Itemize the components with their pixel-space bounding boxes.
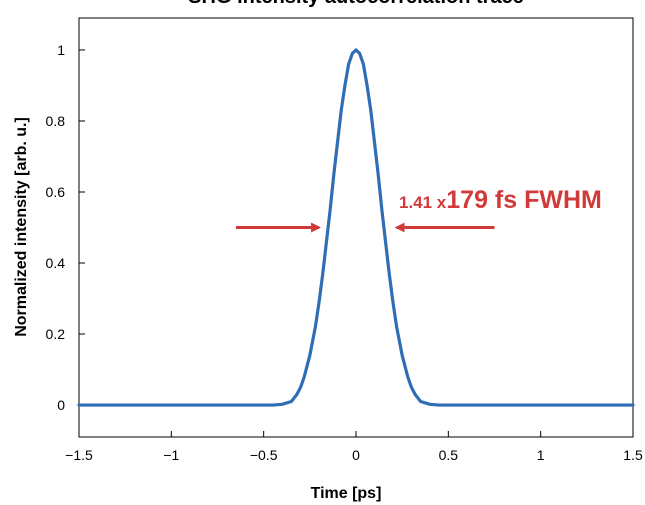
series-line xyxy=(77,48,635,407)
y-tick-label: 0.4 xyxy=(46,255,66,271)
fwhm-factor: 1.41 x xyxy=(399,193,447,212)
y-tick-label: 1 xyxy=(57,42,65,58)
x-tick-label: 0.5 xyxy=(439,447,459,463)
x-tick-label: 1 xyxy=(537,447,545,463)
x-tick-label: −1.5 xyxy=(65,447,93,463)
y-tick-label: 0.8 xyxy=(46,113,66,129)
plot-border xyxy=(78,17,634,438)
fwhm-label: 1.41 x179 fs FWHM xyxy=(399,186,602,214)
series-group xyxy=(77,48,635,407)
fwhm-annotation: 1.41 x179 fs FWHM xyxy=(235,186,602,233)
x-tick-label: 1.5 xyxy=(623,447,643,463)
y-tick-label: 0.2 xyxy=(46,326,66,342)
x-tick-label: 0 xyxy=(352,447,360,463)
axis-ticks: −1.5 −1 −0.5 0 0.5 1 1.5 0 0.2 0.4 0.6 0.8 1 xyxy=(46,42,643,463)
x-tick-label: −1 xyxy=(163,447,179,463)
chart-title: SHG intensity autocorrelation trace xyxy=(188,0,524,8)
x-tick-label: −0.5 xyxy=(250,447,278,463)
x-axis-label: Time [ps] xyxy=(311,485,382,502)
fwhm-value: 179 fs FWHM xyxy=(446,186,602,214)
plot-frame xyxy=(78,17,634,438)
y-tick-label: 0 xyxy=(57,397,65,413)
y-axis-label: Normalized intensity [arb. u.] xyxy=(13,117,30,337)
y-tick-label: 0.6 xyxy=(46,184,66,200)
